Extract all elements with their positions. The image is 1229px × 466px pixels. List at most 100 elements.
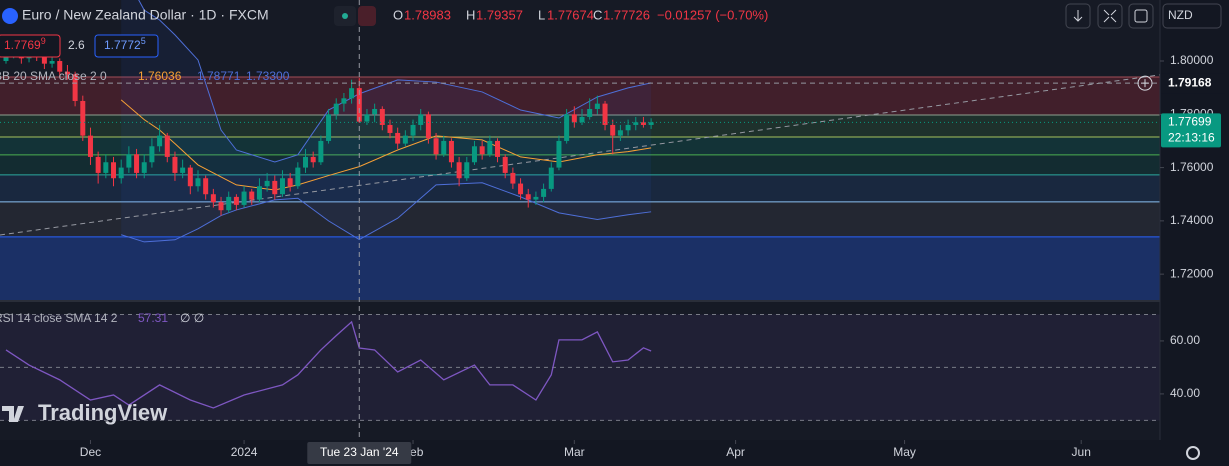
candle-body [372,108,378,115]
sell-price[interactable]: 1.77699 [4,36,46,52]
level-zone [0,174,1160,202]
candle-body [479,146,485,155]
pane-separator [0,300,1160,302]
symbol-icon[interactable] [2,8,18,24]
candle-body [487,140,493,155]
y-tick-label: 1.76000 [1170,160,1214,174]
ohlc-label: C [593,7,602,22]
x-tick-label: Dec [80,445,101,459]
buy-button[interactable] [94,34,159,58]
candle-body [303,156,309,168]
candle-body [495,140,501,157]
candle-body [525,194,531,200]
crosshair-price-box [1161,73,1225,94]
collapse-button[interactable] [1097,3,1123,29]
buy-price[interactable]: 1.77725 [104,36,146,52]
candle-body [625,124,631,131]
rsi-legend[interactable]: RSI 14 close SMA 14 2 [0,311,118,325]
bb-fill [121,0,652,242]
candle-body [272,180,278,195]
y-tick-label: 1.80000 [1170,53,1214,67]
candle-body [157,135,163,147]
y-tick-label: 40.00 [1170,386,1200,400]
candle-body [602,103,608,125]
symbol-title[interactable]: Euro / New Zealand Dollar · 1D · FXCM [22,7,269,23]
candle-body [180,167,186,173]
candle-body [287,178,293,187]
candle-body [72,74,78,101]
maximize-icon [1134,9,1148,23]
candle-body [518,183,524,195]
candle-body [103,162,109,173]
bb-value: 1.78771 [197,69,241,83]
bb-legend[interactable]: BB 20 SMA close 2 0 [0,69,107,83]
candle-body [633,122,639,125]
bb-line [121,182,652,243]
countdown: 22:13:16 [1168,130,1215,144]
candle-body [195,178,201,187]
ohlc-label: O [393,7,403,22]
currency[interactable]: NZD [1168,8,1193,22]
candle-body [471,146,477,163]
add-alert-icon[interactable] [1137,75,1153,91]
sell-button[interactable] [0,34,61,58]
level-zone [0,136,1160,155]
plus [1141,79,1149,88]
candle-body [218,202,224,211]
crosshair-time-label: Tue 23 Jan '24 [320,445,399,459]
bb-value: 1.76036 [138,69,182,83]
candle-body [164,135,170,157]
rsi-pane [0,313,1160,421]
candle-body [448,140,454,163]
candle-body [349,88,355,99]
candle-body [364,114,370,122]
crosshair-price-label: 1.79168 [1168,75,1212,89]
candle-body [356,88,362,122]
trend-line [0,74,1160,236]
candle-body [95,156,101,173]
candle-body [502,156,508,173]
alert-badge[interactable] [358,6,376,26]
candle-body [617,130,623,136]
candle-body [233,196,239,205]
candle-body [610,124,616,136]
level-zone [0,114,1160,137]
rsi-value: 57.31 [138,311,168,325]
candle-body [49,61,55,64]
candle-body [402,135,408,144]
currency-button[interactable] [1162,3,1222,29]
candle-body [556,140,562,168]
candle-body [433,138,439,155]
watermark[interactable]: TradingView [38,400,168,425]
candle-body [203,178,209,195]
ohlc-value: 1.78983 [404,7,451,22]
settings-icon[interactable] [1186,446,1200,460]
scroll-button[interactable] [1065,3,1091,29]
candle-body [141,162,147,173]
candle-body [256,186,262,200]
candle-body [118,167,124,179]
ohlc-label: H [466,7,475,22]
maximize-button[interactable] [1128,3,1154,29]
candle-body [318,140,324,163]
candle-body [134,154,140,173]
candle-body [57,61,63,72]
buy-pip: 5 [141,36,146,46]
candle-body [456,162,462,179]
ohlc-value: 1.77726 [603,7,650,22]
candle-body [425,114,431,139]
last-price-box [1161,113,1221,148]
candle-body [410,124,416,136]
level-zone [0,154,1160,175]
candle-body [111,162,117,179]
candle-body [80,100,86,136]
status-dot [342,13,348,19]
candle-body [464,162,470,179]
spread: 2.6 [68,38,85,52]
crosshair-time-box [307,442,412,464]
x-tick-label: May [893,445,916,459]
rsi-line [5,320,652,409]
